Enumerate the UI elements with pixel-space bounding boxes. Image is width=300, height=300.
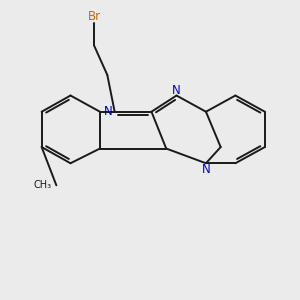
Text: N: N (172, 84, 181, 97)
Text: N: N (202, 163, 210, 176)
Text: N: N (104, 105, 112, 118)
Text: Br: Br (88, 11, 100, 23)
Text: CH₃: CH₃ (34, 180, 52, 190)
